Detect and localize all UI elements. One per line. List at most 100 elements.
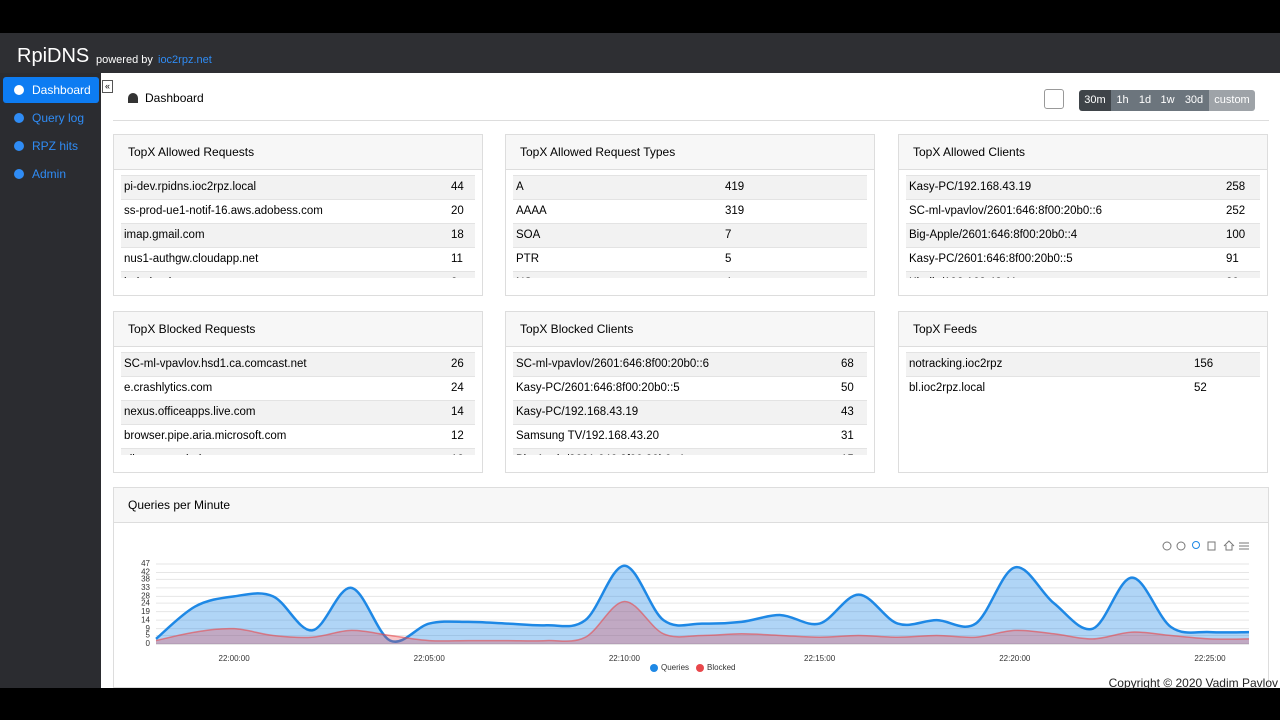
row-label: SC-ml-vpavlov/2601:646:8f00:20b0::6 xyxy=(516,358,710,370)
table-row: Big-Apple/2601:646:8f00:20b0::4 100 xyxy=(906,223,1260,247)
period-button[interactable]: 1d xyxy=(1134,90,1156,111)
panel: TopX Blocked Clients SC-ml-vpavlov/2601:6… xyxy=(505,311,875,473)
row-value: 50 xyxy=(841,382,854,394)
brand: RpiDNS xyxy=(17,45,90,67)
panel-title: TopX Blocked Clients xyxy=(506,312,874,347)
link[interactable]: ioc2rpz.net xyxy=(158,54,212,66)
row-label: client.wns.windows.com xyxy=(124,454,247,455)
row-label: AAAA xyxy=(516,205,547,217)
panel-title: TopX Feeds xyxy=(899,312,1267,347)
row-value: 258 xyxy=(1226,181,1246,193)
panel-title: TopX Allowed Request Types xyxy=(506,135,874,170)
table-row: A 419 xyxy=(513,175,867,199)
table-row: bl.ioc2rpz.local 52 xyxy=(906,376,1260,400)
row-value: 319 xyxy=(725,205,745,217)
table: notracking.ioc2rpz 156 bl.ioc2rpz.local 52 xyxy=(906,352,1260,455)
table: Kasy-PC/192.168.43.19 258 SC-ml-vpavlov/26… xyxy=(906,175,1260,278)
y-tick-label: 9 xyxy=(146,624,151,633)
row-label: pi-dev.rpidns.ioc2rpz.local xyxy=(124,181,257,193)
table-row: bolt.dropbox.com 8 xyxy=(121,271,475,278)
row-label: bl.ioc2rpz.local xyxy=(909,382,986,394)
refresh-button[interactable] xyxy=(1044,89,1064,109)
row-value: 44 xyxy=(451,181,464,193)
label: Admin xyxy=(32,167,67,181)
toolbar xyxy=(1162,540,1249,551)
sidebar-item[interactable]: Query log xyxy=(3,105,99,131)
zoom-in[interactable] xyxy=(1162,541,1172,551)
period-button[interactable]: 1w xyxy=(1156,90,1179,111)
icon xyxy=(128,93,138,103)
row-value: 100 xyxy=(1226,229,1246,241)
row-label: Kasy-PC/192.168.43.19 xyxy=(516,406,639,418)
y-tick-label: 42 xyxy=(141,568,150,577)
icon xyxy=(14,85,24,95)
row-label: nexus.officeapps.live.com xyxy=(124,406,256,418)
row-label: Kasy-PC/2601:646:8f00:20b0::5 xyxy=(516,382,680,394)
zoom-out[interactable] xyxy=(1176,541,1186,551)
zoom[interactable] xyxy=(1192,541,1200,549)
period-button[interactable]: 30m xyxy=(1079,90,1111,111)
x-tick-label: 22:10:00 xyxy=(609,654,641,663)
table-row: PTR 5 xyxy=(513,247,867,271)
y-tick-label: 24 xyxy=(141,598,150,607)
row-label: NS xyxy=(516,277,532,278)
x-tick-label: 22:20:00 xyxy=(999,654,1031,663)
row-value: 5 xyxy=(725,253,732,265)
y-tick-label: 5 xyxy=(146,631,151,640)
reset[interactable] xyxy=(1223,540,1235,551)
row-label: Big-Apple/2601:646:8f00:20b0::4 xyxy=(516,454,684,455)
row-label: imap.gmail.com xyxy=(124,229,205,241)
table: SC-ml-vpavlov.hsd1.ca.comcast.net 26 e.cra… xyxy=(121,352,475,455)
row-value: 8 xyxy=(451,272,457,278)
panel: TopX Allowed Requests pi-dev.rpidns.ioc2r… xyxy=(113,134,483,296)
label: Dashboard xyxy=(32,83,91,97)
x-tick-label: 22:15:00 xyxy=(804,654,836,663)
collapse-toggle[interactable]: « xyxy=(102,80,113,93)
chart-panel: Queries per Minute 0 5 9 14 19 24 28 33 38 42 47 22… xyxy=(113,487,1269,688)
row-label: notracking.ioc2rpz xyxy=(909,358,1003,370)
row-value: 31 xyxy=(841,430,854,442)
label: RPZ hits xyxy=(32,139,79,153)
table-row: nexus.officeapps.live.com 14 xyxy=(121,400,475,424)
row-value: 24 xyxy=(451,382,464,394)
pan[interactable] xyxy=(1207,541,1216,551)
panel: TopX Blocked Requests SC-ml-vpavlov.hsd1.… xyxy=(113,311,483,473)
row-value: 20 xyxy=(451,205,464,217)
menu[interactable] xyxy=(1239,542,1249,550)
period-button[interactable]: 1h xyxy=(1111,90,1134,111)
table-row: AAAA 319 xyxy=(513,199,867,223)
row-label: SC-ml-vpavlov/2601:646:8f00:20b0::6 xyxy=(909,205,1103,217)
panel: TopX Feeds notracking.ioc2rpz 156 bl.ioc2rp… xyxy=(898,311,1268,473)
row-value: 26 xyxy=(451,358,464,370)
y-tick-label: 47 xyxy=(141,559,150,568)
icon xyxy=(14,169,24,179)
table-row: Big-Apple/2601:646:8f00:20b0::4 15 xyxy=(513,448,867,455)
row-value: 252 xyxy=(1226,205,1246,217)
y-tick-label: 14 xyxy=(141,615,150,624)
row-label: ss-prod-ue1-notif-16.aws.adobess.com xyxy=(124,205,323,217)
row-label: e.crashlytics.com xyxy=(124,382,213,394)
period-button[interactable]: 30d xyxy=(1179,90,1209,111)
row-label: SC-ml-vpavlov.hsd1.ca.comcast.net xyxy=(124,358,307,370)
y-tick-label: 0 xyxy=(146,639,151,648)
table-row: browser.pipe.aria.microsoft.com 12 xyxy=(121,424,475,448)
sidebar-item[interactable]: Admin xyxy=(3,161,99,187)
row-value: 18 xyxy=(451,229,464,241)
table-row: nus1-authgw.cloudapp.net 11 xyxy=(121,247,475,271)
sidebar-item[interactable]: Dashboard xyxy=(3,77,99,103)
row-label: Kasy-PC/2601:646:8f00:20b0::5 xyxy=(909,253,1073,265)
row-value: 7 xyxy=(725,229,732,241)
sidebar-item[interactable]: RPZ hits xyxy=(3,133,99,159)
period-button[interactable]: custom xyxy=(1209,90,1255,111)
row-label: Samsung TV/192.168.43.20 xyxy=(516,430,660,442)
x-tick-label: 22:00:00 xyxy=(219,654,251,663)
panel-title: TopX Blocked Requests xyxy=(114,312,482,347)
legend-marker xyxy=(696,664,704,672)
row-label: Kindle/192.168.43.11 xyxy=(909,277,1017,278)
line xyxy=(155,600,1250,642)
row-value: 43 xyxy=(841,406,854,418)
y-tick-label: 28 xyxy=(141,591,150,600)
header-title: Dashboard xyxy=(145,91,204,105)
row-label: SOA xyxy=(516,229,541,241)
